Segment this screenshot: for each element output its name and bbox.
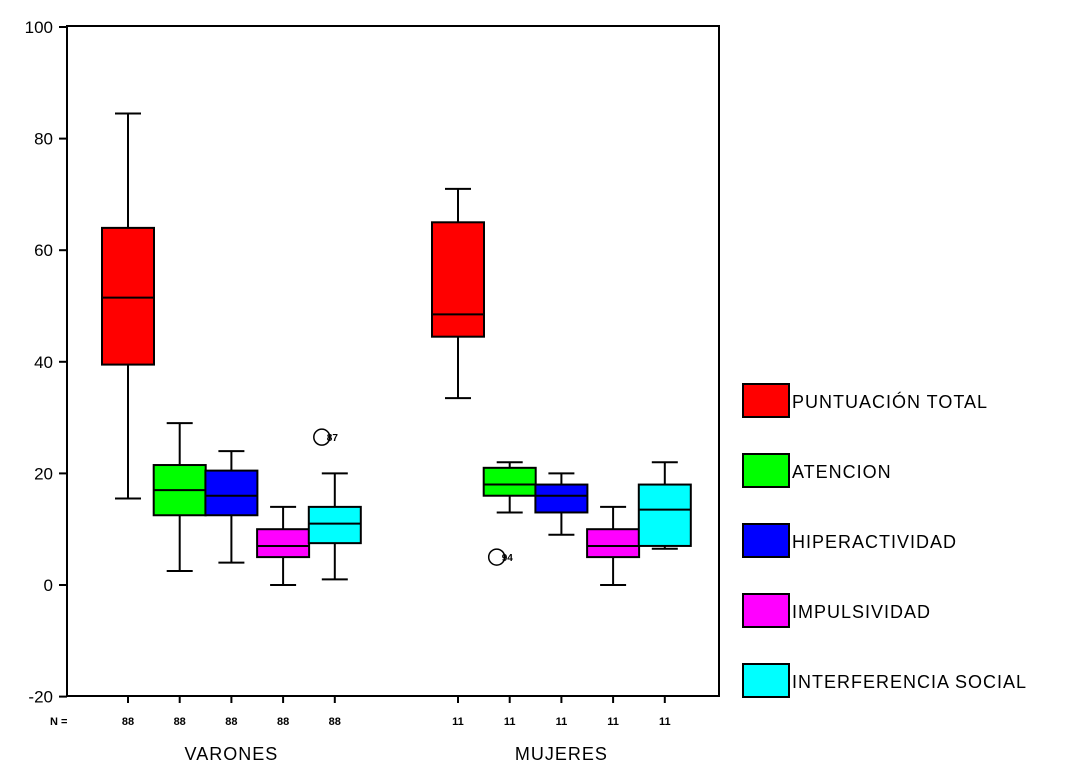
n-count-label: 88 xyxy=(225,716,237,728)
y-tick-label: -20 xyxy=(28,688,53,707)
box-mujeres-3 xyxy=(586,505,641,586)
box-mujeres-4 xyxy=(637,461,692,550)
group-label-mujeres: MUJERES xyxy=(515,744,608,764)
n-count-label: 11 xyxy=(607,716,619,728)
y-tick-label: 80 xyxy=(34,130,53,149)
box-iqr xyxy=(101,226,155,366)
legend-swatch xyxy=(742,663,790,698)
box-mujeres-2 xyxy=(534,472,589,536)
n-count-label: 11 xyxy=(659,716,671,728)
box-layer: 87 94 xyxy=(101,112,692,586)
group-labels: VARONES MUJERES xyxy=(185,744,608,764)
box-varones-2 xyxy=(204,450,259,564)
outlier-label: 87 xyxy=(327,433,339,444)
legend-swatch xyxy=(742,593,790,628)
outlier-label: 94 xyxy=(502,553,514,564)
box-iqr xyxy=(637,483,692,547)
n-count-label: 88 xyxy=(122,716,134,728)
n-count-label: 11 xyxy=(556,716,568,728)
n-count-label: 88 xyxy=(277,716,289,728)
legend-label: ATENCION xyxy=(792,462,892,482)
legend-label: IMPULSIVIDAD xyxy=(792,602,931,622)
y-tick-label: 20 xyxy=(34,464,53,483)
y-tick-label: 0 xyxy=(44,576,53,595)
box-iqr xyxy=(256,528,311,559)
box-iqr xyxy=(586,528,641,559)
legend-label: PUNTUACIÓN TOTAL xyxy=(792,391,988,412)
box-iqr xyxy=(431,221,485,338)
box-varones-0 xyxy=(101,112,155,500)
outlier-point xyxy=(487,548,506,566)
box-varones-3 xyxy=(256,505,311,586)
box-iqr xyxy=(307,505,362,545)
legend-swatch xyxy=(742,383,790,418)
outlier-point xyxy=(313,428,331,446)
legend-label: INTERFERENCIA SOCIAL xyxy=(792,672,1027,692)
y-tick-label: 60 xyxy=(34,241,53,260)
legend: PUNTUACIÓN TOTAL ATENCION HIPERACTIVIDAD IM… xyxy=(742,383,1027,698)
n-count-label: 11 xyxy=(504,716,516,728)
n-prefix-label: N = xyxy=(50,716,67,728)
y-tick-label: 100 xyxy=(25,18,53,37)
n-count-label: 88 xyxy=(329,716,341,728)
legend-swatch xyxy=(742,453,790,488)
n-row: N = 88 88 88 88 88 11 11 11 11 11 xyxy=(50,716,671,728)
legend-label: HIPERACTIVIDAD xyxy=(792,532,957,552)
box-varones-4 xyxy=(307,472,362,581)
legend-swatch xyxy=(742,523,790,558)
box-varones-1 xyxy=(152,422,207,573)
group-label-varones: VARONES xyxy=(185,744,279,764)
y-tick-label: 40 xyxy=(34,353,53,372)
n-count-label: 88 xyxy=(174,716,186,728)
n-count-label: 11 xyxy=(452,716,464,728)
box-iqr xyxy=(482,466,537,497)
plot-area-frame xyxy=(66,25,720,697)
box-mujeres-0 xyxy=(431,187,485,400)
box-iqr xyxy=(534,483,589,514)
box-mujeres-1 xyxy=(482,461,537,514)
box-iqr xyxy=(204,469,259,517)
